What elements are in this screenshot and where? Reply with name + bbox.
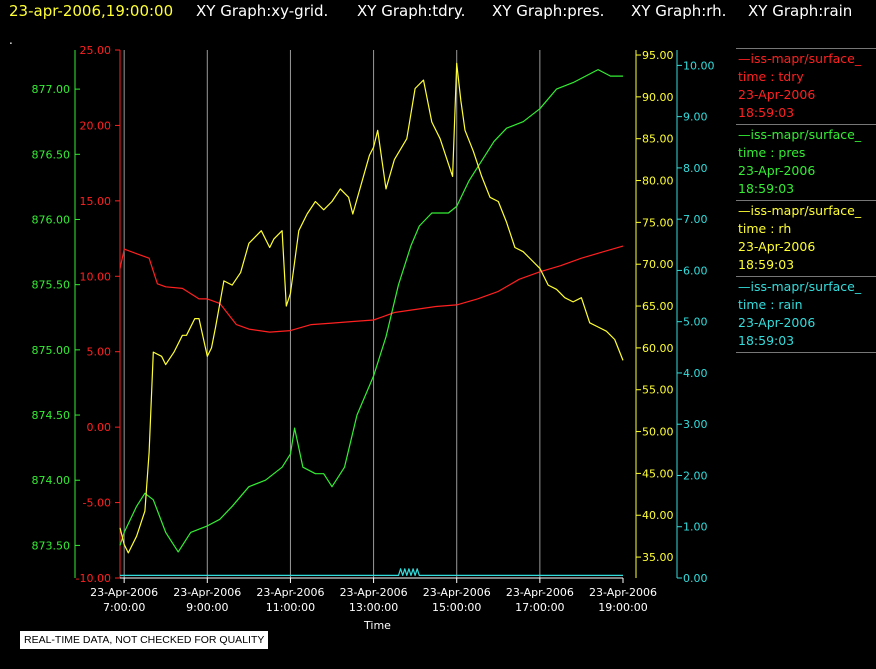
x-tick-time: 13:00:00 [349, 601, 398, 614]
series-line-pres [119, 68, 623, 553]
legend-date-rain: 23-Apr-2006 [738, 315, 816, 330]
legend-var-tdry: time : tdry [738, 69, 804, 84]
rh-tick-label: 65.00 [642, 300, 674, 313]
x-tick-date: 23-Apr-2006 [173, 586, 241, 599]
legend-date-rh: 23-Apr-2006 [738, 239, 816, 254]
rain-tick-label: 7.00 [683, 213, 708, 226]
rh-tick-label: 55.00 [642, 384, 674, 397]
series-line-rh [119, 62, 624, 554]
pres-tick-label: 874.50 [32, 409, 71, 422]
rh-tick-label: 40.00 [642, 509, 674, 522]
pres-tick-label: 877.00 [32, 83, 71, 96]
rh-tick-label: 45.00 [642, 467, 674, 480]
x-tick-date: 23-Apr-2006 [340, 586, 408, 599]
pres-tick-label: 875.00 [32, 344, 71, 357]
rh-tick-label: 90.00 [642, 91, 674, 104]
rh-tick-label: 50.00 [642, 426, 674, 439]
graph-title-pres: XY Graph:pres. [492, 2, 605, 20]
pres-tick-label: 876.50 [32, 148, 71, 161]
series-line-rain [120, 568, 623, 577]
x-tick-time: 9:00:00 [186, 601, 228, 614]
legend-source-rh: —iss-mapr/surface_ [738, 203, 862, 218]
tdry-tick-label: 20.00 [80, 119, 112, 132]
tdry-tick-label: 5.00 [87, 346, 112, 359]
legend-var-rain: time : rain [738, 297, 803, 312]
quality-note: REAL-TIME DATA, NOT CHECKED FOR QUALITY [20, 631, 269, 649]
legend-entry-pres: —iss-mapr/surface_ time : pres 23-Apr-20… [736, 124, 876, 200]
rain-tick-label: 4.00 [683, 367, 708, 380]
pres-tick-label: 874.00 [32, 474, 71, 487]
rain-tick-label: 2.00 [683, 469, 708, 482]
x-tick-time: 17:00:00 [515, 601, 564, 614]
series-line-tdry [119, 245, 624, 333]
x-tick-date: 23-Apr-2006 [506, 586, 574, 599]
x-tick-date: 23-Apr-2006 [90, 586, 158, 599]
rain-tick-label: 6.00 [683, 264, 708, 277]
tdry-tick-label: 10.00 [80, 270, 112, 283]
x-tick-time: 11:00:00 [266, 601, 315, 614]
rh-tick-label: 60.00 [642, 342, 674, 355]
timestamp-label: 23-apr-2006,19:00:00 [9, 2, 174, 20]
legend-time-rh: 18:59:03 [738, 257, 795, 272]
x-tick-time: 15:00:00 [432, 601, 481, 614]
legend-source-pres: —iss-mapr/surface_ [738, 127, 862, 142]
rh-tick-label: 80.00 [642, 175, 674, 188]
graph-title-rain: XY Graph:rain [748, 2, 853, 20]
legend-source-rain: —iss-mapr/surface_ [738, 279, 862, 294]
rain-tick-label: 5.00 [683, 316, 708, 329]
rain-tick-label: 1.00 [683, 521, 708, 534]
rh-tick-label: 35.00 [642, 551, 674, 564]
rh-tick-label: 70.00 [642, 258, 674, 271]
legend-time-pres: 18:59:03 [738, 181, 795, 196]
legend-var-pres: time : pres [738, 145, 806, 160]
x-tick-time: 7:00:00 [103, 601, 145, 614]
legend: —iss-mapr/surface_ time : tdry 23-Apr-20… [736, 48, 876, 353]
graph-title-tdry: XY Graph:tdry. [357, 2, 466, 20]
legend-entry-tdry: —iss-mapr/surface_ time : tdry 23-Apr-20… [736, 48, 876, 124]
legend-entry-rh: —iss-mapr/surface_ time : rh 23-Apr-2006… [736, 200, 876, 276]
x-tick-date: 23-Apr-2006 [423, 586, 491, 599]
x-tick-time: 19:00:00 [598, 601, 647, 614]
tdry-tick-label: 0.00 [87, 421, 112, 434]
graph-title-rh: XY Graph:rh. [631, 2, 727, 20]
legend-source-tdry: —iss-mapr/surface_ [738, 51, 862, 66]
x-tick-date: 23-Apr-2006 [589, 586, 657, 599]
rain-tick-label: 9.00 [683, 111, 708, 124]
graph-title-xy-grid: XY Graph:xy-grid. [196, 2, 329, 20]
rh-tick-label: 95.00 [642, 49, 674, 62]
legend-entry-rain: —iss-mapr/surface_ time : rain 23-Apr-20… [736, 276, 876, 353]
pres-tick-label: 873.50 [32, 539, 71, 552]
tdry-tick-label: -5.00 [83, 497, 111, 510]
tdry-tick-label: 25.00 [80, 44, 112, 57]
legend-date-pres: 23-Apr-2006 [738, 163, 816, 178]
legend-time-rain: 18:59:03 [738, 333, 795, 348]
rain-tick-label: 3.00 [683, 418, 708, 431]
marker-dot: . [9, 33, 13, 47]
pres-tick-label: 875.50 [32, 279, 71, 292]
tdry-tick-label: -10.00 [76, 572, 111, 585]
legend-time-tdry: 18:59:03 [738, 105, 795, 120]
rain-tick-label: 8.00 [683, 162, 708, 175]
legend-var-rh: time : rh [738, 221, 792, 236]
rain-tick-label: 10.00 [683, 59, 715, 72]
rh-tick-label: 75.00 [642, 216, 674, 229]
tdry-tick-label: 15.00 [80, 195, 112, 208]
x-axis-label: Time [363, 619, 391, 632]
x-tick-date: 23-Apr-2006 [256, 586, 324, 599]
legend-date-tdry: 23-Apr-2006 [738, 87, 816, 102]
rh-tick-label: 85.00 [642, 133, 674, 146]
rain-tick-label: 0.00 [683, 572, 708, 585]
pres-tick-label: 876.00 [32, 213, 71, 226]
